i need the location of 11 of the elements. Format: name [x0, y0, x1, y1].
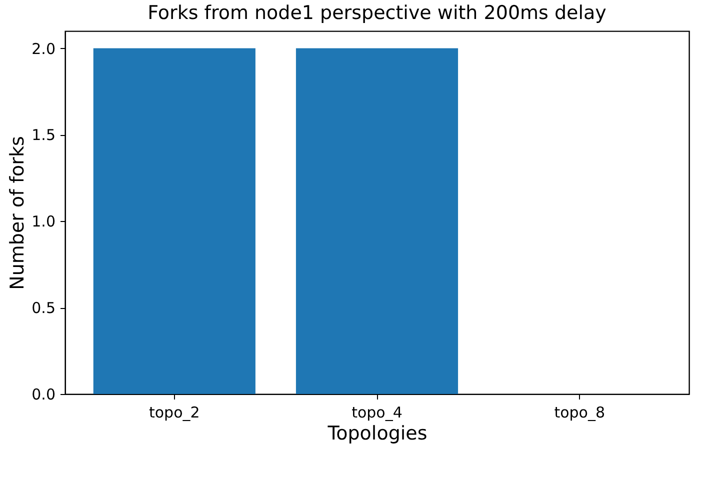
y-axis-title: Number of forks [6, 136, 29, 290]
y-tick-label: 0.0 [32, 386, 56, 404]
x-axis-title: Topologies [326, 422, 428, 444]
y-tick-label: 1.5 [32, 126, 56, 144]
y-tick-label: 1.0 [32, 212, 56, 231]
y-tick-label: 0.5 [32, 299, 56, 318]
x-tick-label: topo_4 [352, 404, 402, 422]
y-tick-label: 2.0 [32, 40, 56, 58]
x-tick-label: topo_8 [554, 404, 606, 422]
x-tick-label: topo_2 [148, 404, 200, 422]
chart-title: Forks from node1 perspective with 200ms delay [148, 2, 606, 24]
